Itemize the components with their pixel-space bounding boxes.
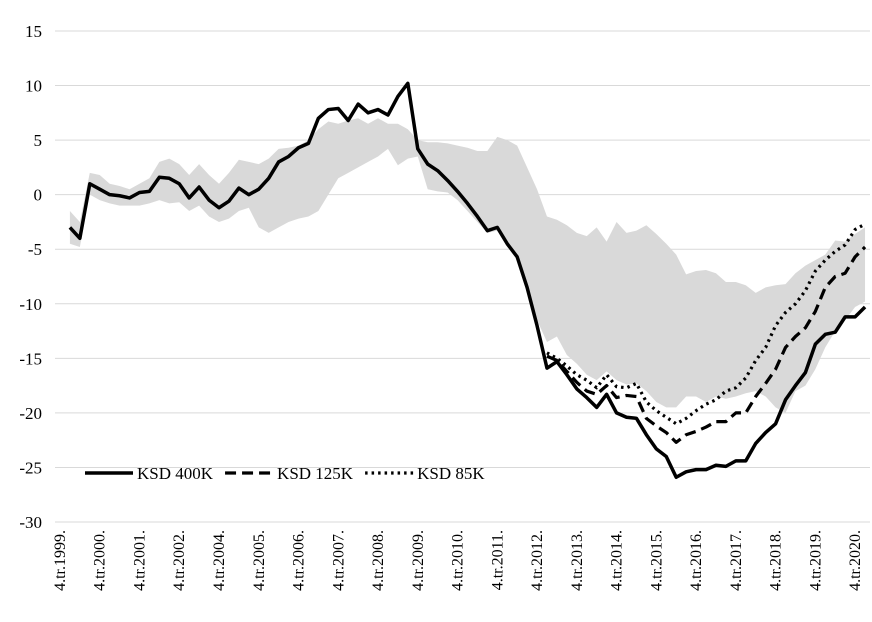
x-tick-label: 4.tr.2011. <box>489 530 506 590</box>
x-tick-label: 4.tr.2006. <box>291 530 308 591</box>
y-tick-label: -10 <box>19 295 42 314</box>
y-tick-label: -30 <box>19 513 42 532</box>
series-line <box>546 245 867 444</box>
range-band <box>69 118 866 413</box>
x-tick-label: 4.tr.2002. <box>171 530 188 591</box>
legend-label: KSD 400K <box>137 464 214 483</box>
legend-label: KSD 85K <box>417 464 485 483</box>
y-tick-label: -15 <box>19 349 42 368</box>
x-tick-label: 4.tr.2004. <box>211 530 228 591</box>
y-tick-label: -20 <box>19 404 42 423</box>
x-tick-label: 4.tr.2017. <box>728 530 745 591</box>
x-tick-label: 4.tr.2000. <box>92 530 109 591</box>
x-tick-label: 4.tr.2008. <box>370 530 387 591</box>
x-tick-label: 4.tr.2013. <box>569 530 586 591</box>
y-tick-label: 10 <box>25 77 42 96</box>
y-tick-label: -5 <box>28 240 42 259</box>
y-tick-label: -25 <box>19 458 42 477</box>
series-line <box>546 222 866 426</box>
x-tick-label: 4.tr.2010. <box>450 530 467 591</box>
x-tick-label: 4.tr.1999. <box>52 530 69 591</box>
x-tick-label: 4.tr.2020. <box>847 530 864 591</box>
legend-label: KSD 125K <box>277 464 354 483</box>
x-tick-label: 4.tr.2001. <box>131 530 148 591</box>
x-tick-label: 4.tr.2016. <box>688 530 705 591</box>
series-line <box>68 81 867 480</box>
y-tick-label: 15 <box>25 22 42 41</box>
x-tick-label: 4.tr.2015. <box>648 530 665 591</box>
x-tick-label: 4.tr.2018. <box>768 530 785 591</box>
y-tick-label: 5 <box>34 131 43 150</box>
x-tick-label: 4.tr.2019. <box>807 530 824 591</box>
x-tick-label: 4.tr.2012. <box>529 530 546 591</box>
x-tick-label: 4.tr.2009. <box>410 530 427 591</box>
y-tick-label: 0 <box>34 186 43 205</box>
x-tick-label: 4.tr.2007. <box>330 530 347 591</box>
x-tick-label: 4.tr.2005. <box>251 530 268 591</box>
x-tick-label: 4.tr.2014. <box>609 530 626 591</box>
